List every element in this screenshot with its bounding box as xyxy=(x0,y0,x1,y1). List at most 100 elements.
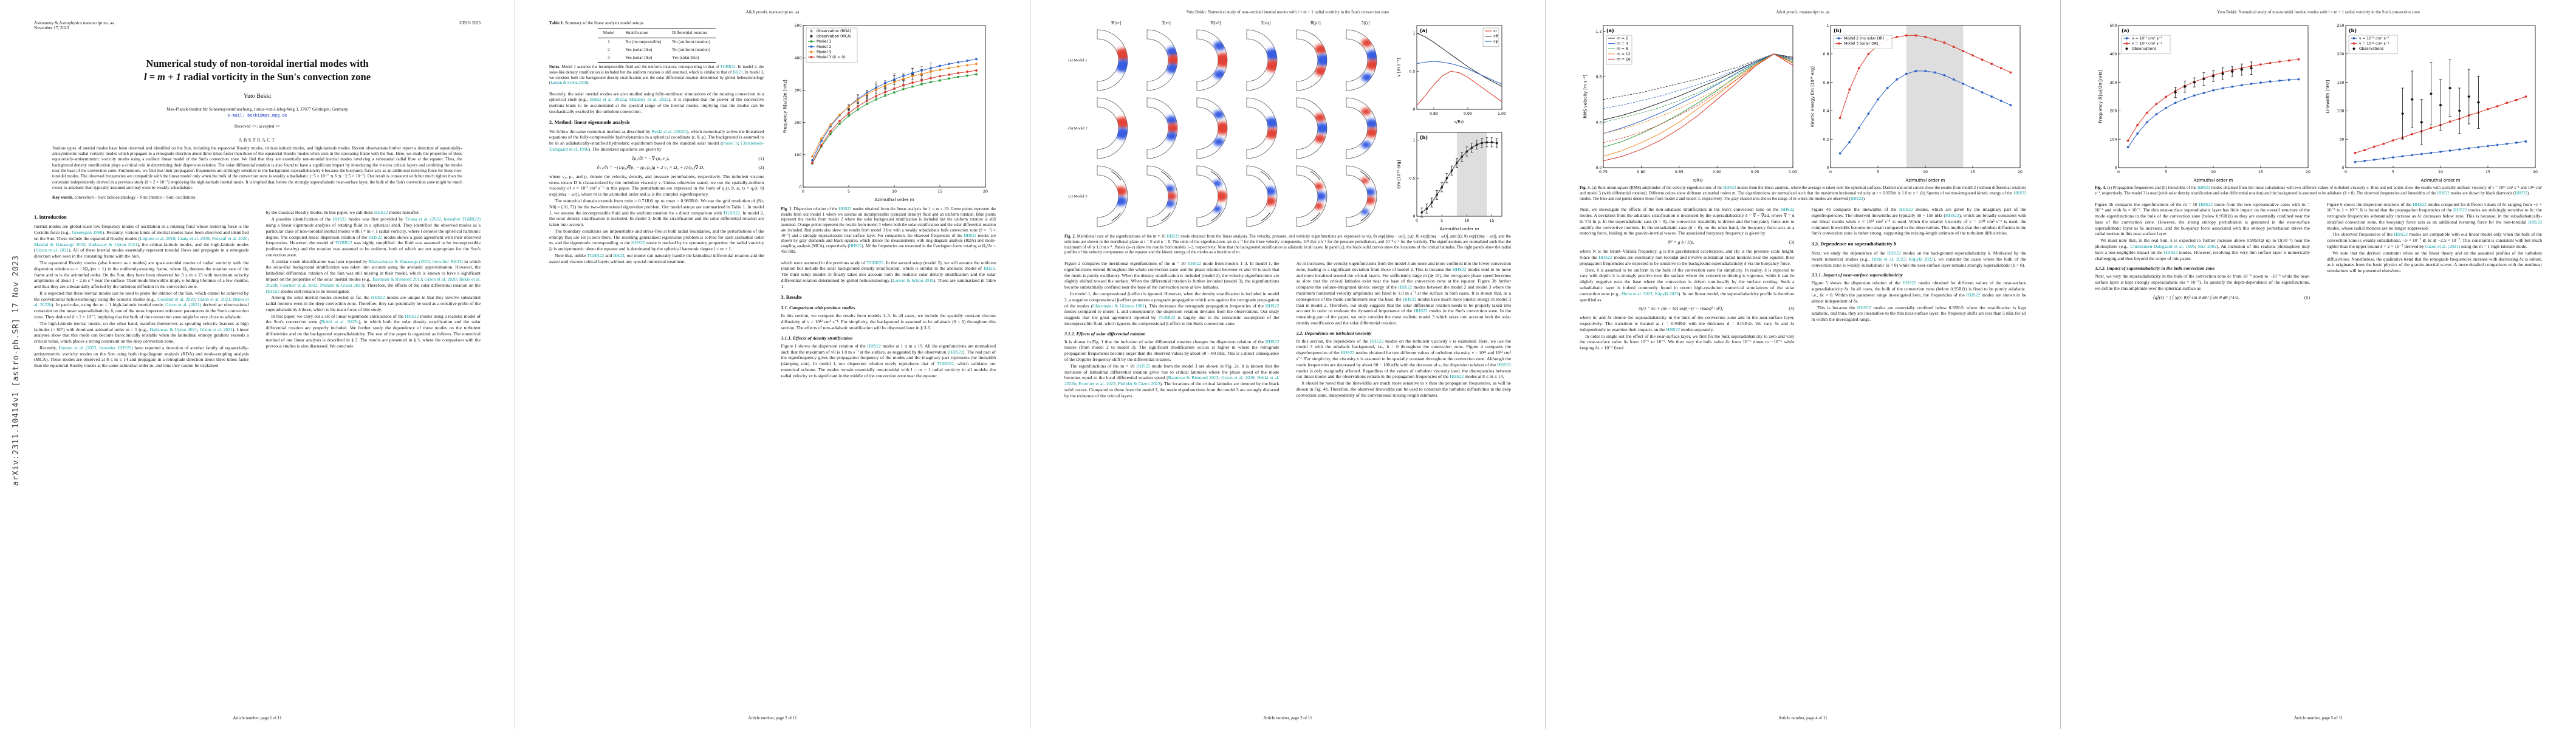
citation-link[interactable]: Hathaway & Upton 2021 xyxy=(149,326,197,332)
citation-link[interactable]: HHS22 xyxy=(2199,201,2213,207)
citation-link[interactable]: HHS22 xyxy=(1945,213,1959,219)
citation-link[interactable]: Philidet & Gizon 2023 xyxy=(320,282,363,288)
citation-link[interactable]: HHS22 xyxy=(332,216,347,222)
citation-link[interactable]: Hathaway & Upton 2021 xyxy=(88,241,138,247)
citation-link[interactable]: Gizon et al. 2021 xyxy=(199,326,233,332)
citation-link[interactable]: HHS22 xyxy=(1850,196,1863,201)
citation-link[interactable]: Baruteau & Rieutord 2013 xyxy=(372,276,422,282)
citation-link[interactable]: HHS22 xyxy=(1398,284,1413,290)
citation-link[interactable]: BH23 xyxy=(450,258,462,264)
citation-link[interactable]: HHS22 xyxy=(371,295,385,301)
citation-link[interactable]: HHS22 xyxy=(1452,266,1467,272)
citation-link[interactable]: HHS22 xyxy=(867,343,881,349)
citation-link[interactable]: HHS22 xyxy=(631,240,645,246)
citation-link[interactable]: Gizon et al. (2021) xyxy=(2425,244,2461,249)
citation-link[interactable]: Bekki et al. 2022a xyxy=(589,97,626,103)
citation-link[interactable]: HHS22 xyxy=(1450,374,1464,380)
citation-link[interactable]: Liang et al. 2019 xyxy=(177,235,210,241)
citation-link[interactable]: TGBR22 xyxy=(936,361,954,367)
citation-link[interactable]: Gizon et al. (2021) xyxy=(165,302,202,308)
citation-link[interactable]: Bekki et al. 2022b xyxy=(34,296,249,308)
citation-link[interactable]: HHS22 xyxy=(374,210,388,216)
citation-link[interactable]: HHS22 xyxy=(1166,234,1179,239)
citation-link[interactable]: BH23 xyxy=(983,265,995,272)
citation-link[interactable]: HHS22 xyxy=(2197,186,2210,190)
citation-link[interactable]: HHS22 xyxy=(1723,186,1736,190)
citation-link[interactable]: HHS22 xyxy=(1265,303,1279,309)
citation-link[interactable]: Larson & Schou 2018 xyxy=(892,278,934,284)
citation-link[interactable]: Fournier et al. 2022 xyxy=(1078,381,1115,387)
citation-link[interactable]: HHS22 xyxy=(1902,280,1916,286)
citation-link[interactable]: HHS22 xyxy=(2413,201,2427,207)
citation-link[interactable]: TGBR22 xyxy=(587,253,605,258)
citation-link[interactable]: HHS22 xyxy=(2013,191,2026,196)
citation-link[interactable]: TGBR22 xyxy=(723,210,740,216)
citation-link[interactable]: HHS22 xyxy=(1966,292,1981,298)
citation-link[interactable]: HHS22 xyxy=(849,244,862,249)
citation-link[interactable]: HHS22 xyxy=(117,344,132,351)
citation-link[interactable]: HHS22 xyxy=(368,234,383,240)
citation-link[interactable]: Hotta et al. 2022 xyxy=(1871,256,1906,262)
citation-link[interactable]: BH23 xyxy=(733,70,743,75)
citation-link[interactable]: HHS22 xyxy=(1340,350,1355,356)
citation-link[interactable]: Proxauf et al. 2020 xyxy=(211,235,248,241)
citation-link[interactable]: HHS22 xyxy=(2515,191,2527,196)
citation-link[interactable]: Gizon et al. 2021 xyxy=(197,296,231,302)
citation-link[interactable]: HHS22 xyxy=(1857,304,1871,310)
citation-link[interactable]: Hanson et al. (2022, hereafter HHS22) xyxy=(58,344,133,351)
citation-link[interactable]: Philidet & Gizon 2023 xyxy=(1118,381,1160,387)
citation-link[interactable]: HHS22 xyxy=(1369,338,1384,344)
citation-link[interactable]: HHS22 xyxy=(1666,326,1680,332)
citation-link[interactable]: Christensen-Dalsgaard et al. 1996 xyxy=(549,140,764,152)
citation-link[interactable]: Matilsky et al. 2022 xyxy=(629,97,669,103)
citation-link[interactable]: TGBR22 xyxy=(1158,315,1176,321)
citation-link[interactable]: HHS22 xyxy=(405,313,419,319)
citation-link[interactable]: HHS22 xyxy=(964,233,977,238)
citation-link[interactable]: Bekki et al. (2022b) xyxy=(651,128,688,134)
citation-link[interactable]: Larson & Schou 2018 xyxy=(550,81,587,86)
citation-link[interactable]: Greenspan 1968 xyxy=(72,230,103,236)
citation-link[interactable]: TGBR22 xyxy=(720,65,736,70)
citation-link[interactable]: HHS22 xyxy=(1899,207,1913,213)
citation-link[interactable]: Bhattacharya & Hanasoge (2023, hereafter… xyxy=(368,258,463,264)
citation-link[interactable]: Goddard et al. 2020 xyxy=(157,296,195,302)
citation-link[interactable]: HHS22 xyxy=(949,349,963,355)
citation-link[interactable]: HHS22 xyxy=(2528,219,2542,225)
citation-link[interactable]: Bekki et al. 2022b xyxy=(1064,375,1279,387)
citation-link[interactable]: Triana et al. (2022, hereafter TGBR22) xyxy=(405,216,481,222)
citation-link[interactable]: Gizon et al. 2020 xyxy=(424,276,457,282)
citation-link[interactable]: Bekki et al. 2022b xyxy=(321,319,359,325)
email-link[interactable]: e-mail: bekki@mps.mpg.de xyxy=(227,112,287,118)
citation-link[interactable]: Gizon et al. 2021 xyxy=(35,247,69,253)
citation-link[interactable]: HHS22 xyxy=(2437,191,2450,196)
citation-link[interactable]: HHS22 xyxy=(1136,363,1151,369)
citation-link[interactable]: Fournier et al. 2022 xyxy=(279,282,318,288)
citation-link[interactable]: Christensen-Dalsgaard et al. 1996 xyxy=(2130,244,2195,249)
citation-link[interactable]: HHS22 xyxy=(1265,338,1279,344)
citation-link[interactable]: BH23 xyxy=(613,253,625,258)
citation-link[interactable]: TGBR22 xyxy=(462,216,479,222)
citation-link[interactable]: HHS22 xyxy=(1780,207,1795,213)
citation-link[interactable]: Glatzmaier & Gilman 1981 xyxy=(1092,303,1145,309)
citation-link[interactable]: Baruteau & Rieutord 2013 xyxy=(1168,375,1219,381)
citation-link[interactable]: model S xyxy=(722,140,738,146)
citation-link[interactable]: HHS22 xyxy=(1887,250,1901,256)
citation-link[interactable]: TGBR22 xyxy=(335,240,352,246)
citation-link[interactable]: HHS22 xyxy=(1187,261,1202,267)
citation-link[interactable]: Stix 2002 xyxy=(2197,244,2217,249)
citation-link[interactable]: Löptien et al. 2018 xyxy=(140,235,176,241)
citation-link[interactable]: TGBR22 xyxy=(866,259,884,265)
citation-link[interactable]: Mandal & Hanasoge 2020 xyxy=(34,241,85,247)
citation-link[interactable]: HHS22 xyxy=(838,207,852,211)
citation-link[interactable]: HHS22 xyxy=(1414,308,1428,314)
citation-link[interactable]: Käpylä 2023 xyxy=(1908,256,1934,262)
citation-link[interactable]: Käpylä 2023 xyxy=(1654,290,1679,296)
citation-link[interactable]: HHS22 xyxy=(2163,249,2178,255)
citation-link[interactable]: Hotta et al. 2022 xyxy=(1621,290,1653,296)
citation-link[interactable]: HHS22 xyxy=(2394,231,2408,238)
citation-link[interactable]: HHS22 xyxy=(265,288,280,294)
citation-link[interactable]: HHS22 xyxy=(1598,255,1612,261)
citation-link[interactable]: HHS22 xyxy=(1402,296,1417,302)
citation-link[interactable]: HHS22 xyxy=(2453,207,2467,213)
citation-link[interactable]: HHS22 xyxy=(1497,361,1511,368)
